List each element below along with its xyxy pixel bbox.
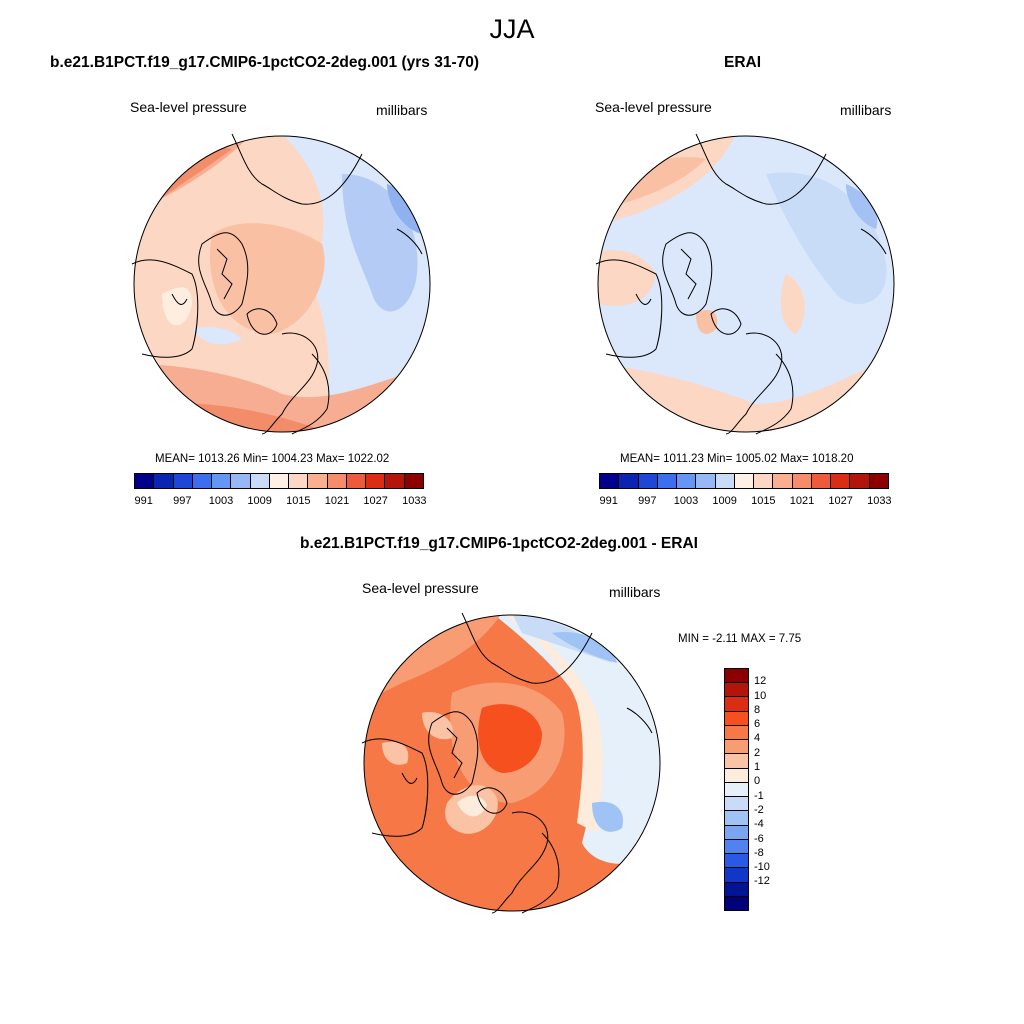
colorbar-tick-label: 1033 bbox=[402, 495, 427, 507]
colorbar-tick-label: 6 bbox=[754, 718, 761, 731]
colorbar-swatch bbox=[725, 811, 748, 826]
model-variable-label: Sea-level pressure bbox=[130, 99, 247, 115]
colorbar-tick-label: 991 bbox=[599, 495, 618, 507]
model-stats: MEAN= 1013.26 Min= 1004.23 Max= 1022.02 bbox=[155, 453, 390, 465]
colorbar-tick-label: 1021 bbox=[789, 495, 815, 507]
colorbar-tick-label: 1015 bbox=[751, 495, 776, 507]
colorbar-swatch bbox=[696, 474, 716, 488]
obs-polar-map bbox=[595, 133, 895, 435]
colorbar-swatch bbox=[366, 474, 386, 488]
colorbar-swatch bbox=[327, 474, 347, 488]
colorbar-tick-label: 997 bbox=[638, 495, 657, 507]
colorbar-tick-label: 1021 bbox=[324, 495, 350, 507]
colorbar-tick-label: 1003 bbox=[673, 495, 699, 507]
model-units-label: millibars bbox=[376, 102, 428, 118]
colorbar-swatch bbox=[346, 474, 367, 488]
colorbar-swatch bbox=[725, 683, 748, 698]
diff-colorbar bbox=[724, 668, 749, 911]
colorbar-swatch bbox=[725, 896, 748, 910]
colorbar-swatch bbox=[869, 474, 888, 488]
obs-panel-title: ERAI bbox=[724, 54, 762, 71]
colorbar-tick-label: 991 bbox=[134, 495, 153, 507]
colorbar-swatch bbox=[715, 474, 735, 488]
colorbar-swatch bbox=[269, 474, 290, 488]
colorbar-tick-label: 8 bbox=[754, 703, 761, 716]
colorbar-tick-label: -8 bbox=[754, 846, 764, 859]
colorbar-tick-label: -1 bbox=[754, 789, 764, 802]
colorbar-swatch bbox=[792, 474, 812, 488]
colorbar-tick-label: 10 bbox=[754, 689, 767, 702]
colorbar-tick-label: 997 bbox=[173, 495, 192, 507]
colorbar-swatch bbox=[173, 474, 193, 488]
colorbar-swatch bbox=[725, 768, 748, 783]
colorbar-swatch bbox=[754, 474, 774, 488]
colorbar-tick-label: 4 bbox=[754, 732, 761, 745]
colorbar-swatch bbox=[638, 474, 658, 488]
colorbar-tick-label: -10 bbox=[754, 861, 770, 874]
colorbar-tick-label: 1009 bbox=[712, 495, 737, 507]
colorbar-tick-label: -12 bbox=[754, 875, 770, 888]
diff-panel-title: b.e21.B1PCT.f19_g17.CMIP6-1pctCO2-2deg.0… bbox=[300, 535, 698, 552]
colorbar-tick-label: 1027 bbox=[828, 495, 853, 507]
diff-units-label: millibars bbox=[609, 584, 661, 600]
colorbar-swatch bbox=[850, 474, 870, 488]
colorbar-tick-label: 1015 bbox=[286, 495, 311, 507]
colorbar-swatch bbox=[677, 474, 697, 488]
colorbar-swatch bbox=[811, 474, 832, 488]
diff-variable-label: Sea-level pressure bbox=[362, 580, 479, 596]
colorbar-swatch bbox=[657, 474, 678, 488]
colorbar-swatch bbox=[725, 711, 748, 726]
colorbar-swatch bbox=[725, 854, 748, 869]
page-title: JJA bbox=[489, 14, 535, 44]
colorbar-tick-label: -2 bbox=[754, 803, 764, 816]
colorbar-swatch bbox=[289, 474, 309, 488]
model-polar-map bbox=[131, 133, 431, 435]
colorbar-tick-label: 1 bbox=[754, 761, 761, 774]
colorbar-swatch bbox=[734, 474, 755, 488]
colorbar-tick-label: 2 bbox=[754, 746, 761, 759]
colorbar-swatch bbox=[725, 782, 748, 798]
colorbar-swatch bbox=[619, 474, 639, 488]
colorbar-swatch bbox=[250, 474, 270, 488]
model-colorbar bbox=[134, 473, 424, 489]
obs-stats: MEAN= 1011.23 Min= 1005.02 Max= 1018.20 bbox=[620, 453, 854, 465]
colorbar-swatch bbox=[725, 868, 748, 883]
colorbar-tick-label: 12 bbox=[754, 675, 767, 688]
colorbar-swatch bbox=[404, 474, 423, 488]
diff-polar-map bbox=[361, 612, 661, 914]
colorbar-swatch bbox=[831, 474, 851, 488]
colorbar-swatch bbox=[192, 474, 213, 488]
colorbar-swatch bbox=[231, 474, 251, 488]
colorbar-tick-label: 1033 bbox=[867, 495, 892, 507]
colorbar-swatch bbox=[725, 669, 748, 684]
colorbar-swatch bbox=[154, 474, 174, 488]
model-panel-title: b.e21.B1PCT.f19_g17.CMIP6-1pctCO2-2deg.0… bbox=[50, 54, 480, 71]
colorbar-tick-label: 1003 bbox=[208, 495, 234, 507]
obs-variable-label: Sea-level pressure bbox=[595, 99, 712, 115]
colorbar-swatch bbox=[385, 474, 405, 488]
colorbar-tick-label: 1009 bbox=[247, 495, 272, 507]
colorbar-tick-label: -4 bbox=[754, 818, 764, 831]
colorbar-swatch bbox=[725, 725, 748, 741]
colorbar-tick-label: 0 bbox=[754, 775, 761, 788]
colorbar-tick-label: -6 bbox=[754, 832, 764, 845]
obs-colorbar bbox=[599, 473, 889, 489]
colorbar-swatch bbox=[725, 740, 748, 755]
obs-units-label: millibars bbox=[840, 102, 892, 118]
colorbar-tick-label: 1027 bbox=[363, 495, 388, 507]
colorbar-swatch bbox=[212, 474, 232, 488]
colorbar-swatch bbox=[135, 474, 155, 488]
colorbar-swatch bbox=[773, 474, 793, 488]
colorbar-swatch bbox=[600, 474, 620, 488]
colorbar-swatch bbox=[725, 825, 748, 840]
diff-stats: MIN = -2.11 MAX = 7.75 bbox=[678, 633, 802, 645]
colorbar-swatch bbox=[725, 754, 748, 769]
colorbar-swatch bbox=[725, 797, 748, 812]
colorbar-swatch bbox=[308, 474, 328, 488]
colorbar-swatch bbox=[725, 839, 748, 855]
colorbar-swatch bbox=[725, 697, 748, 712]
colorbar-swatch bbox=[725, 882, 748, 897]
